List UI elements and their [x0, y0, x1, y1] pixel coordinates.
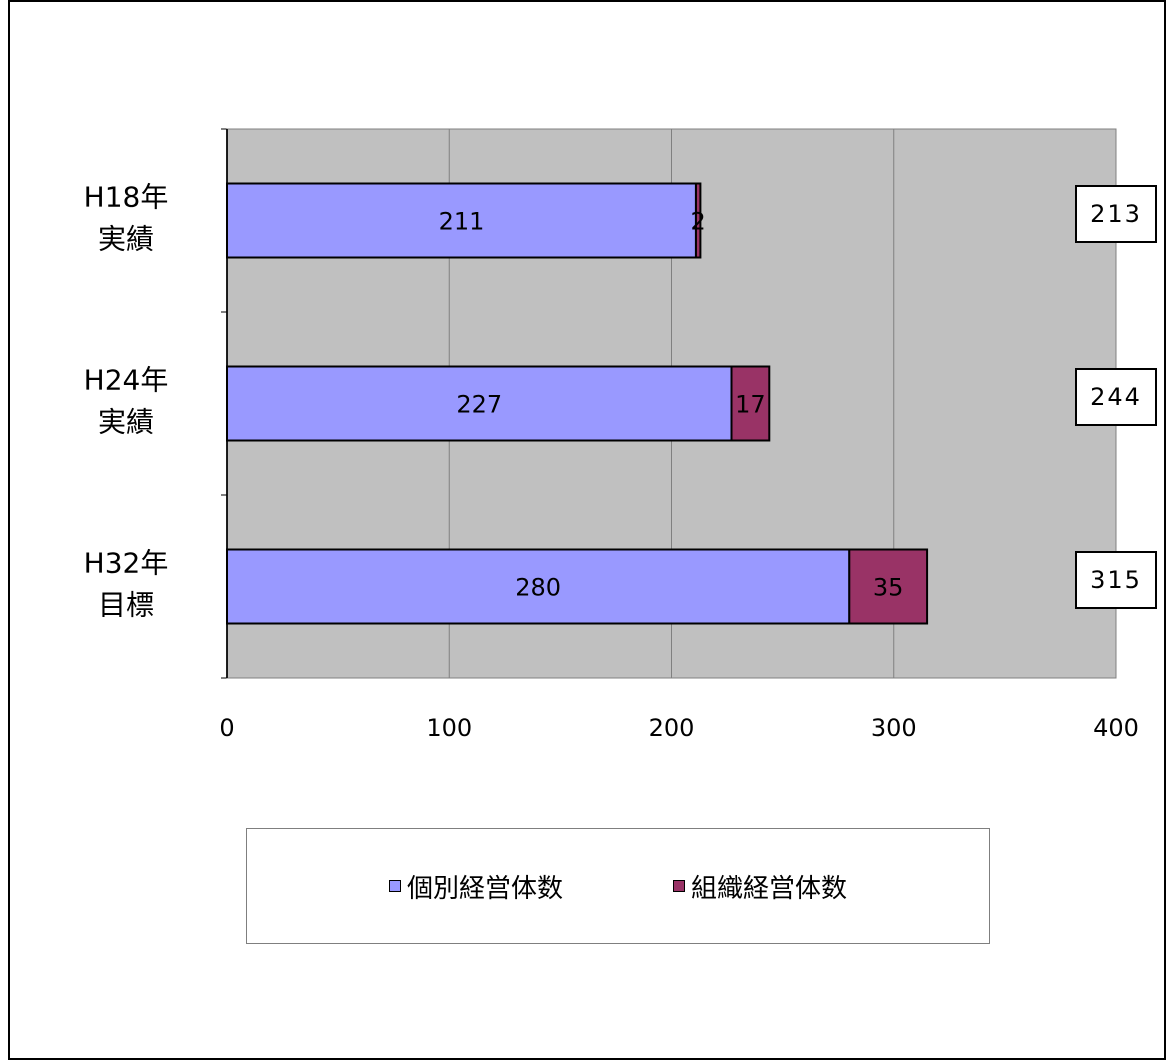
data-label-0-0: 211 — [439, 208, 485, 236]
bar-segment-1-1 — [730, 365, 771, 442]
data-label-1-0: 227 — [456, 391, 502, 419]
total-label-0: 213 — [1075, 184, 1157, 243]
x-tick-label-300: 300 — [871, 714, 917, 742]
data-label-1-1: 17 — [735, 391, 766, 419]
category-label-1-line-0: H24年 — [84, 364, 169, 397]
legend-swatch-organization — [673, 880, 685, 892]
bar-segment-0-1 — [694, 182, 702, 259]
legend-label-individual: 個別経営体数 — [406, 873, 563, 904]
total-label-1: 244 — [1075, 367, 1157, 426]
x-tick-label-0: 0 — [219, 714, 234, 742]
bar-segment-2-1 — [848, 548, 929, 625]
x-tick-label-400: 400 — [1093, 714, 1139, 742]
category-label-0-line-1: 実績 — [98, 223, 154, 256]
x-tick-label-100: 100 — [426, 714, 472, 742]
data-label-2-1: 35 — [873, 574, 904, 602]
category-label-0-line-0: H18年 — [84, 181, 169, 214]
bar-segment-2-0 — [226, 548, 851, 625]
legend-item-individual: 個別経営体数 — [388, 868, 563, 905]
category-label-2-line-0: H32年 — [84, 547, 169, 580]
x-tick-label-200: 200 — [649, 714, 695, 742]
category-label-2-line-1: 目標 — [98, 589, 154, 622]
total-label-2: 315 — [1075, 550, 1157, 609]
legend-label-organization: 組織経営体数 — [691, 873, 848, 904]
data-label-0-1: 2 — [691, 208, 706, 236]
legend-swatch-individual — [388, 880, 401, 892]
chart-legend: 個別経営体数 組織経営体数 — [246, 828, 990, 944]
data-label-2-0: 280 — [515, 574, 561, 602]
legend-item-organization: 組織経営体数 — [673, 868, 847, 905]
category-label-1-line-1: 実績 — [98, 406, 154, 439]
